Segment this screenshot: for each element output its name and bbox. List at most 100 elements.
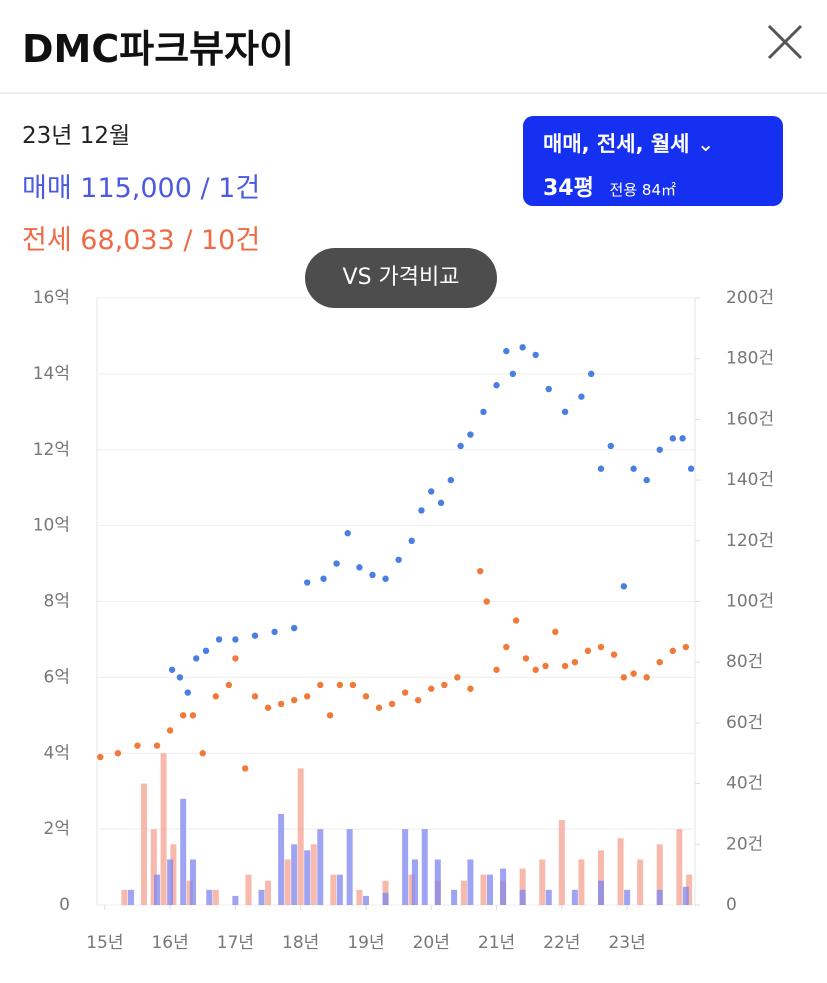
x-tick-label: 18년 (282, 933, 319, 953)
x-tick-label: 22년 (543, 933, 580, 953)
volume-bar (578, 859, 585, 905)
volume-bar (597, 880, 604, 905)
volume-bar (258, 889, 265, 905)
volume-bar (336, 874, 343, 905)
price-point (408, 537, 415, 544)
price-point (630, 465, 637, 472)
price-point (326, 712, 334, 719)
y2-tick-label: 0 (726, 895, 737, 915)
price-point (362, 693, 370, 700)
volume-bar (265, 880, 272, 905)
volume-bar (245, 874, 252, 905)
y-tick-label: 12억 (33, 440, 70, 460)
volume-bar (558, 820, 565, 905)
price-point (251, 632, 259, 639)
price-point (428, 685, 435, 692)
volume-bar (346, 829, 353, 905)
price-point (630, 670, 637, 677)
x-tick-label: 15년 (86, 933, 123, 953)
volume-bar (127, 889, 134, 905)
volume-bar (519, 889, 526, 905)
y-tick-label: 16억 (33, 288, 70, 308)
price-point (418, 507, 425, 514)
price-point (483, 598, 490, 605)
page-title: DMC파크뷰자이 (22, 27, 295, 71)
y2-tick-label: 160건 (726, 409, 774, 429)
price-point (480, 408, 487, 416)
volume-bar (304, 850, 311, 905)
price-point (437, 499, 445, 507)
y2-tick-label: 60건 (726, 713, 763, 733)
price-point (388, 700, 396, 708)
volume-bar (617, 838, 624, 905)
price-point (215, 636, 223, 643)
price-point (447, 476, 455, 484)
volume-bar (487, 874, 494, 905)
price-point (467, 685, 474, 692)
volume-bar (571, 889, 578, 905)
volume-bar (676, 829, 683, 905)
price-point (375, 704, 383, 711)
price-point (669, 435, 677, 442)
price-point (251, 693, 259, 700)
price-point (578, 393, 585, 400)
price-point (153, 742, 161, 749)
price-point (179, 712, 187, 719)
y2-tick-label: 120건 (726, 531, 774, 551)
price-point (519, 344, 526, 351)
x-tick-label: 23년 (608, 933, 645, 953)
volume-bar (141, 783, 148, 905)
price-point (542, 662, 549, 670)
y2-tick-label: 20건 (726, 834, 763, 854)
price-point (264, 704, 272, 711)
volume-bar (150, 829, 157, 905)
price-point (532, 351, 539, 359)
volume-bar (637, 859, 644, 905)
volume-bar (411, 859, 418, 905)
x-tick-label: 16년 (151, 933, 188, 953)
y2-tick-label: 180건 (726, 349, 774, 369)
volume-bar (539, 859, 546, 905)
price-point (290, 696, 298, 704)
price-point (168, 666, 176, 673)
price-point (114, 750, 122, 757)
volume-bar (402, 829, 409, 905)
y-tick-label: 6억 (44, 667, 70, 687)
price-point (232, 636, 239, 643)
volume-bar (189, 859, 196, 905)
y2-tick-label: 100건 (726, 592, 774, 612)
volume-bar (291, 844, 298, 905)
price-point (277, 700, 285, 708)
price-point (512, 617, 520, 624)
x-tick-label: 17년 (217, 933, 254, 953)
price-point (176, 674, 184, 681)
compare-button[interactable]: VS 가격비교 (305, 248, 497, 308)
price-point (545, 385, 552, 393)
price-point (225, 681, 233, 689)
filter-area: 전용 84㎡ (609, 181, 676, 199)
y-tick-label: 0 (59, 895, 70, 915)
close-button[interactable] (765, 22, 805, 62)
volume-bar (180, 798, 187, 905)
volume-bar (460, 880, 467, 905)
price-point (532, 666, 539, 673)
volume-bar (121, 889, 128, 905)
price-point (656, 659, 663, 666)
x-tick-label: 21년 (478, 933, 515, 953)
volume-bar (206, 889, 213, 905)
filter-button[interactable]: 매매, 전세, 월세 ⌄ 34평 전용 84㎡ (523, 116, 783, 206)
volume-bar (421, 829, 428, 905)
volume-bar (186, 880, 193, 905)
volume-bar (656, 889, 663, 905)
price-point (597, 465, 605, 472)
volume-bar (297, 768, 304, 905)
price-point (656, 446, 663, 453)
price-point (369, 571, 376, 579)
y2-tick-label: 200건 (726, 288, 774, 308)
y2-tick-label: 80건 (726, 652, 763, 672)
price-point (454, 674, 461, 681)
price-point (304, 579, 311, 586)
volume-bar (362, 895, 369, 905)
price-point (333, 560, 340, 567)
